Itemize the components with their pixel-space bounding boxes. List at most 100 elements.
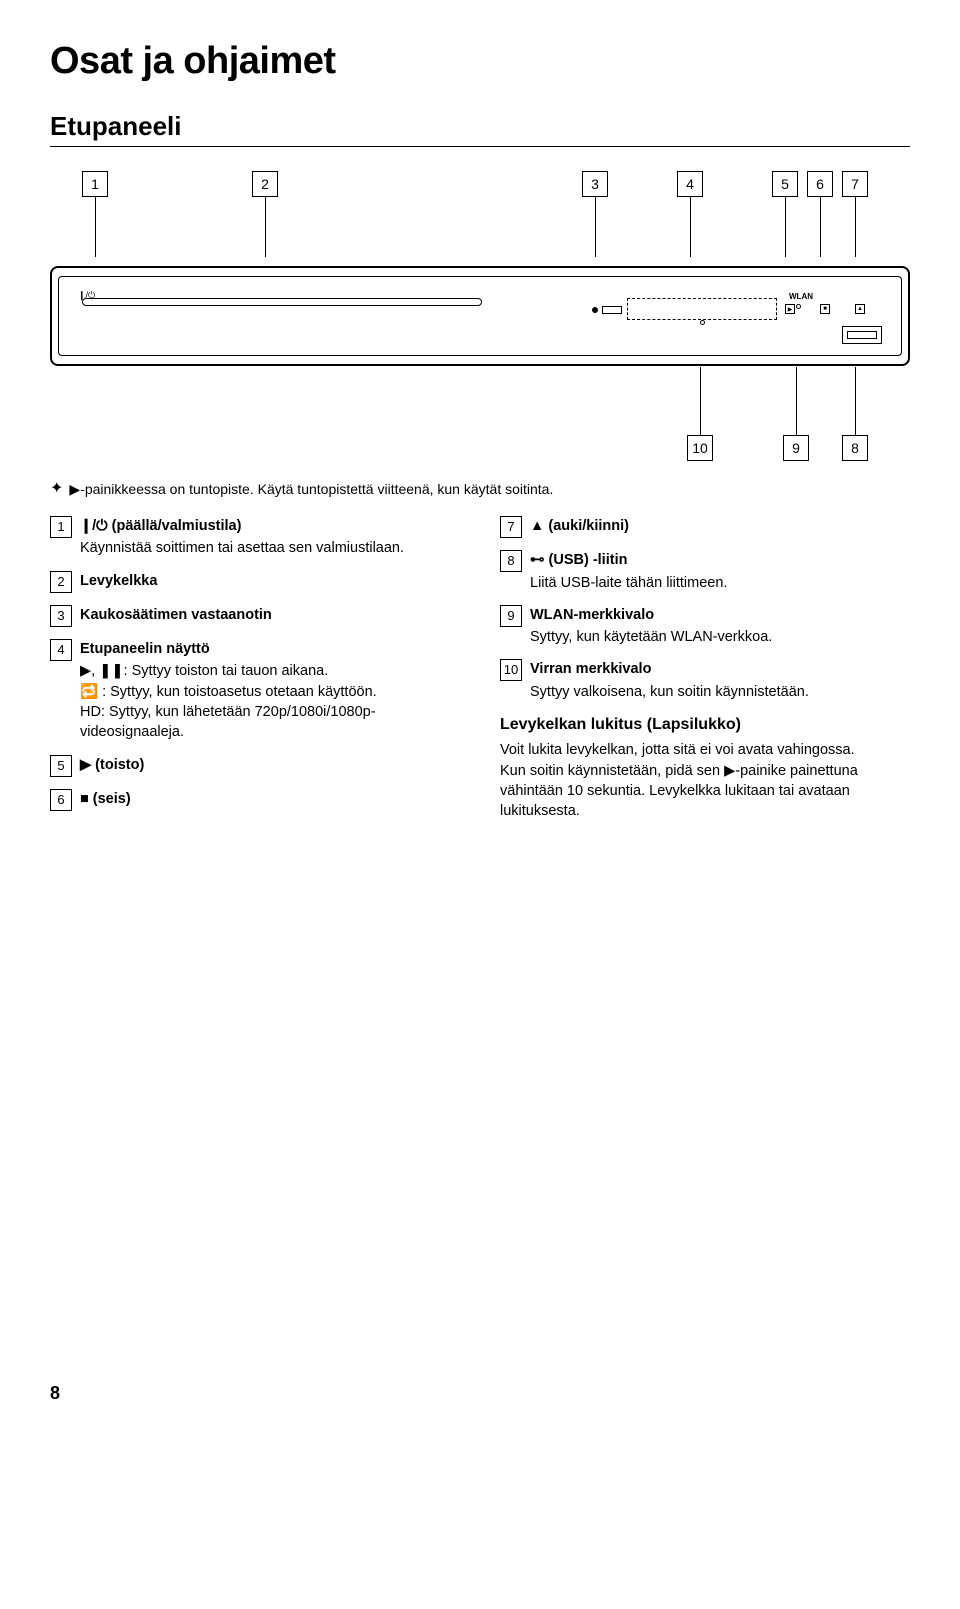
disc-slot: [82, 298, 482, 306]
play-button-icon: ▶: [785, 304, 795, 314]
stop-button-icon: ■: [820, 304, 830, 314]
item-content: Virran merkkivalo Syttyy valkoisena, kun …: [530, 659, 910, 702]
page-number: 8: [50, 1383, 60, 1404]
item-content: ■ (seis): [80, 789, 460, 811]
tip-text: ▶-painikkeessa on tuntopiste. Käytä tunt…: [69, 481, 553, 498]
item-content: ⊷ (USB) -liitin Liitä USB-laite tähän lii…: [530, 550, 910, 593]
callout-line: [796, 367, 797, 435]
item-desc: Liitä USB-laite tähän liittimeen.: [530, 573, 910, 593]
list-item: 8 ⊷ (USB) -liitin Liitä USB-laite tähän li…: [500, 550, 910, 593]
child-lock-heading: Levykelkan lukitus (Lapsilukko): [500, 714, 910, 736]
list-item: 1 ❙/⏻ (päällä/valmiustila)Käynnistää soit…: [50, 516, 460, 559]
callout-line: [595, 197, 596, 257]
item-content: ▲ (auki/kiinni): [530, 516, 910, 538]
item-line: 🔁 : Syttyy, kun toistoasetus otetaan käy…: [80, 682, 460, 702]
list-item: 9 WLAN-merkkivaloSyttyy, kun käytetään WL…: [500, 605, 910, 648]
callout-line: [855, 367, 856, 435]
usb-port: [842, 326, 882, 344]
callout-number: 6: [807, 171, 833, 197]
wlan-led-icon: [796, 304, 801, 309]
ir-rect-icon: [602, 306, 622, 314]
columns: 1 ❙/⏻ (päällä/valmiustila)Käynnistää soit…: [50, 516, 910, 823]
item-title: Levykelkka: [80, 571, 460, 591]
item-number: 7: [500, 516, 522, 538]
callout-top: 1: [82, 171, 108, 257]
callout-line: [265, 197, 266, 257]
column-right: 7 ▲ (auki/kiinni) 8 ⊷ (USB) -liitin Liitä US…: [500, 516, 910, 823]
item-content: WLAN-merkkivaloSyttyy, kun käytetään WLA…: [530, 605, 910, 648]
column-left: 1 ❙/⏻ (päällä/valmiustila)Käynnistää soit…: [50, 516, 460, 823]
callout-line: [855, 197, 856, 257]
callout-number: 7: [842, 171, 868, 197]
page-title: Osat ja ohjaimet: [50, 40, 910, 83]
item-number: 9: [500, 605, 522, 627]
callout-line: [820, 197, 821, 257]
section-header: Etupaneeli: [50, 111, 910, 147]
callout-number: 2: [252, 171, 278, 197]
usb-inner: [847, 331, 877, 339]
callout-top: 3: [582, 171, 608, 257]
item-desc: Syttyy valkoisena, kun soitin käynnistet…: [530, 682, 910, 702]
item-number: 1: [50, 516, 72, 538]
item-title: ▶ (toisto): [80, 755, 460, 775]
item-title: Kaukosäätimen vastaanotin: [80, 605, 460, 625]
callout-line: [690, 197, 691, 257]
child-lock-section: Levykelkan lukitus (Lapsilukko) Voit luki…: [500, 714, 910, 822]
item-content: Kaukosäätimen vastaanotin: [80, 605, 460, 627]
callout-top: 4: [677, 171, 703, 257]
list-item: 7 ▲ (auki/kiinni): [500, 516, 910, 538]
item-content: Levykelkka: [80, 571, 460, 593]
list-item: 2 Levykelkka: [50, 571, 460, 593]
ir-sensor: [592, 306, 622, 314]
eject-button-icon: ▲: [855, 304, 865, 314]
tip-row: ✦ ▶-painikkeessa on tuntopiste. Käytä tu…: [50, 481, 910, 498]
item-number: 5: [50, 755, 72, 777]
item-line: HD: Syttyy, kun lähetetään 720p/1080i/10…: [80, 702, 460, 743]
item-number: 6: [50, 789, 72, 811]
callout-number: 8: [842, 435, 868, 461]
callout-top: 7: [842, 171, 868, 257]
callout-number: 1: [82, 171, 108, 197]
item-number: 3: [50, 605, 72, 627]
item-desc: Käynnistää soittimen tai asettaa sen val…: [80, 538, 460, 558]
front-panel-diagram: 1 2 3 4 567 ❙/⏻ WLAN ▶ ■ ▲ 10 9 8: [50, 171, 910, 461]
wlan-label: WLAN: [789, 292, 813, 301]
item-content: ❙/⏻ (päällä/valmiustila)Käynnistää soitt…: [80, 516, 460, 559]
callout-number: 10: [687, 435, 713, 461]
item-number: 10: [500, 659, 522, 681]
callout-line: [700, 367, 701, 435]
callout-line: [95, 197, 96, 257]
display-area: [627, 298, 777, 320]
list-item: 10 Virran merkkivalo Syttyy valkoisena, ku…: [500, 659, 910, 702]
callout-number: 4: [677, 171, 703, 197]
item-desc: Syttyy, kun käytetään WLAN-verkkoa.: [530, 627, 910, 647]
callout-number: 3: [582, 171, 608, 197]
item-number: 8: [500, 550, 522, 572]
list-item: 4Etupaneelin näyttö▶, ❚❚: Syttyy toiston…: [50, 639, 460, 742]
callout-number: 5: [772, 171, 798, 197]
item-number: 2: [50, 571, 72, 593]
tip-icon: ✦: [50, 481, 63, 497]
item-title: ❙/⏻ (päällä/valmiustila): [80, 516, 460, 536]
ir-dot-icon: [592, 307, 598, 313]
callout-top: 6: [807, 171, 833, 257]
item-title: WLAN-merkkivalo: [530, 605, 910, 625]
child-lock-p2: Kun soitin käynnistetään, pidä sen ▶-pai…: [500, 761, 910, 822]
child-lock-p1: Voit lukita levykelkan, jotta sitä ei vo…: [500, 740, 910, 760]
item-line: ▶, ❚❚: Syttyy toiston tai tauon aikana.: [80, 661, 460, 681]
item-content: ▶ (toisto): [80, 755, 460, 777]
callout-bottom: 8: [842, 367, 868, 461]
device-outline: ❙/⏻ WLAN ▶ ■ ▲: [50, 266, 910, 366]
list-item: 6 ■ (seis): [50, 789, 460, 811]
item-title: Virran merkkivalo: [530, 659, 910, 679]
callout-number: 9: [783, 435, 809, 461]
list-item: 3 Kaukosäätimen vastaanotin: [50, 605, 460, 627]
item-title: ⊷ (USB) -liitin: [530, 550, 910, 570]
callout-top: 2: [252, 171, 278, 257]
callout-line: [785, 197, 786, 257]
callout-top: 5: [772, 171, 798, 257]
item-number: 4: [50, 639, 72, 661]
item-title: ■ (seis): [80, 789, 460, 809]
item-title: ▲ (auki/kiinni): [530, 516, 910, 536]
list-item: 5 ▶ (toisto): [50, 755, 460, 777]
